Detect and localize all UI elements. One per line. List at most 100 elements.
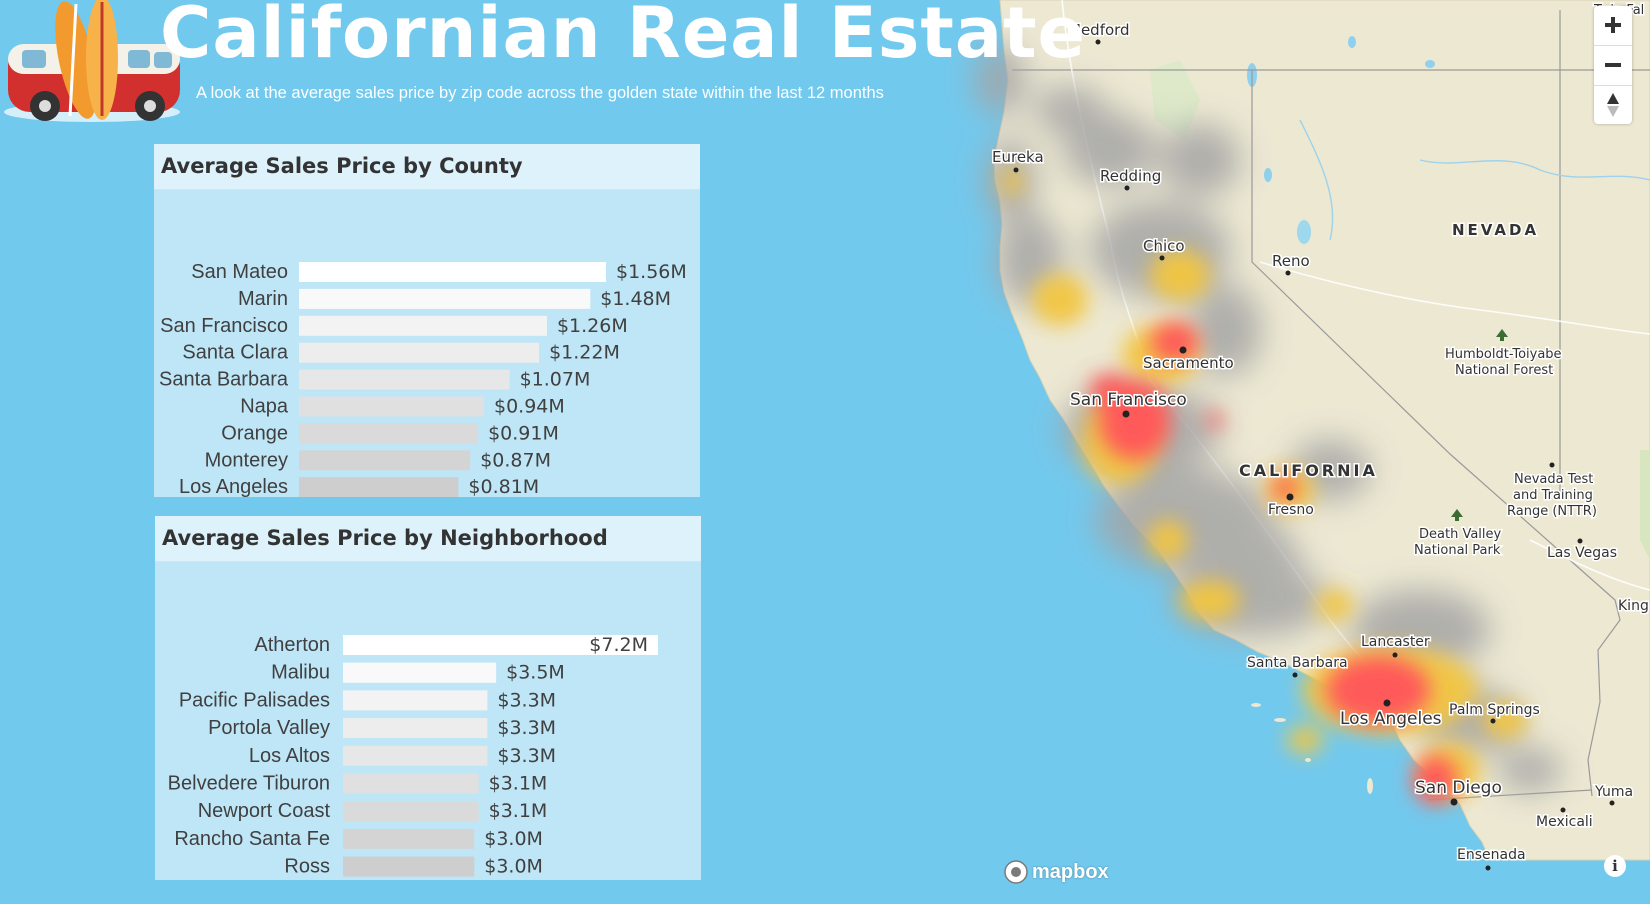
map-label-national-forest: National Forest [1455, 363, 1553, 378]
bar[interactable] [299, 315, 547, 336]
map-label-chico: Chico [1143, 237, 1185, 255]
page-title: Californian Real Estate [160, 0, 1087, 74]
info-button[interactable]: i [1604, 855, 1626, 877]
plus-icon [1605, 17, 1621, 33]
map-controls [1594, 6, 1632, 124]
heatmap-layer [974, 44, 1562, 804]
value-label: $1.07M [520, 369, 591, 391]
map-label-death-valley: Death Valley [1419, 527, 1502, 542]
bar[interactable] [299, 262, 606, 282]
value-label: $3.0M [484, 856, 543, 878]
map-label-ensenada: Ensenada [1457, 847, 1526, 863]
reset-bearing-button[interactable] [1594, 86, 1632, 124]
map-label-eureka: Eureka [992, 148, 1044, 166]
map-label-los-angeles: Los Angeles [1340, 709, 1442, 729]
bar[interactable] [299, 450, 471, 471]
map-label-lancaster: Lancaster [1361, 634, 1430, 650]
value-label: $1.26M [557, 315, 628, 337]
map-label-redding: Redding [1100, 167, 1161, 185]
bar[interactable] [343, 745, 488, 766]
map-label-san-diego: San Diego [1415, 778, 1502, 798]
value-label: $3.1M [489, 800, 548, 822]
map-label-nttr: Range (NTTR) [1507, 504, 1597, 519]
county-chart-panel: Average Sales Price by County San Mateo $… [154, 144, 700, 497]
map-label-mexicali: Mexicali [1536, 814, 1593, 830]
category-label: Newport Coast [198, 800, 331, 822]
bar[interactable] [299, 288, 591, 309]
value-label: $7.2M [589, 634, 648, 656]
control-divider [1594, 85, 1632, 86]
category-label: Ross [284, 856, 330, 878]
value-label: $0.91M [488, 422, 559, 444]
tree-icons [1451, 329, 1508, 521]
bar[interactable] [343, 856, 475, 877]
bar[interactable] [299, 369, 510, 390]
mapbox-logo-icon [1004, 860, 1028, 884]
page-subtitle: A look at the average sales price by zip… [196, 84, 884, 102]
map-label-santa-barbara: Santa Barbara [1247, 655, 1348, 671]
minus-icon [1605, 63, 1621, 67]
map-label-yuma: Yuma [1594, 784, 1633, 800]
category-label: Rancho Santa Fe [174, 828, 330, 850]
value-label: $3.0M [484, 828, 543, 850]
map-label-reno: Reno [1272, 252, 1310, 270]
state-borders [1012, 10, 1650, 801]
map-label-san-francisco: San Francisco [1070, 390, 1187, 410]
county-chart-title: Average Sales Price by County [161, 154, 523, 178]
map-label-palm-springs: Palm Springs [1449, 702, 1540, 718]
category-label: Pacific Palisades [179, 689, 330, 711]
category-label: Santa Barbara [159, 369, 289, 391]
value-label: $3.3M [497, 689, 556, 711]
category-label: Los Angeles [179, 476, 288, 497]
value-label: $0.81M [468, 476, 539, 497]
map-label-medford: Medford [1068, 21, 1130, 39]
van-surfboard-logo [4, 0, 180, 122]
map-label-humboldt: Humboldt-Toiyabe [1445, 347, 1562, 362]
map-label-fresno: Fresno [1268, 502, 1314, 518]
category-label: Portola Valley [208, 717, 330, 739]
bar[interactable] [299, 423, 479, 444]
neighborhood-chart-panel: Average Sales Price by Neighborhood Athe… [155, 516, 701, 880]
value-label: $0.94M [494, 396, 565, 418]
category-label: Orange [221, 422, 288, 444]
neighborhood-chart-title: Average Sales Price by Neighborhood [162, 526, 608, 550]
mapbox-attribution[interactable]: mapbox [1003, 859, 1109, 885]
bar[interactable] [343, 690, 488, 711]
bar[interactable] [343, 718, 488, 739]
map-label-nevada: NEVADA [1452, 221, 1539, 239]
bar[interactable] [299, 342, 540, 363]
mapbox-logo-text: mapbox [1032, 860, 1109, 883]
value-label: $3.1M [489, 773, 548, 795]
zoom-out-button[interactable] [1594, 46, 1632, 84]
control-divider [1594, 45, 1632, 46]
value-label: $1.48M [600, 288, 671, 310]
neighborhood-bar-chart: Atherton $7.2M Malibu $3.5M Pacific Palisade… [168, 634, 658, 878]
category-label: Los Altos [249, 745, 330, 767]
county-chart-header: Average Sales Price by County [154, 144, 700, 190]
category-label: San Francisco [160, 315, 288, 337]
bar[interactable] [343, 828, 475, 849]
category-label: Malibu [271, 662, 330, 684]
bar[interactable] [299, 477, 459, 497]
bar[interactable] [299, 396, 484, 417]
county-bar-chart: San Mateo $1.56M Marin $1.48M San Francisco $… [159, 261, 687, 497]
map-label-training: and Training [1513, 488, 1593, 503]
bar[interactable] [343, 635, 658, 655]
value-label: $1.56M [616, 261, 687, 283]
value-label: $3.3M [497, 745, 556, 767]
bar[interactable] [343, 662, 497, 683]
zoom-in-button[interactable] [1594, 6, 1632, 44]
category-label: Belvedere Tiburon [168, 773, 330, 795]
neighborhood-chart-header: Average Sales Price by Neighborhood [155, 516, 701, 562]
bar[interactable] [343, 773, 479, 794]
map-label-las-vegas: Las Vegas [1547, 545, 1617, 561]
compass-icon [1607, 93, 1619, 117]
category-label: Marin [238, 288, 288, 310]
map-label-king: King [1618, 598, 1649, 614]
info-icon: i [1612, 857, 1618, 875]
category-label: Santa Clara [182, 342, 288, 364]
value-label: $1.22M [549, 342, 620, 364]
bar[interactable] [343, 801, 479, 822]
category-label: Atherton [254, 634, 330, 656]
